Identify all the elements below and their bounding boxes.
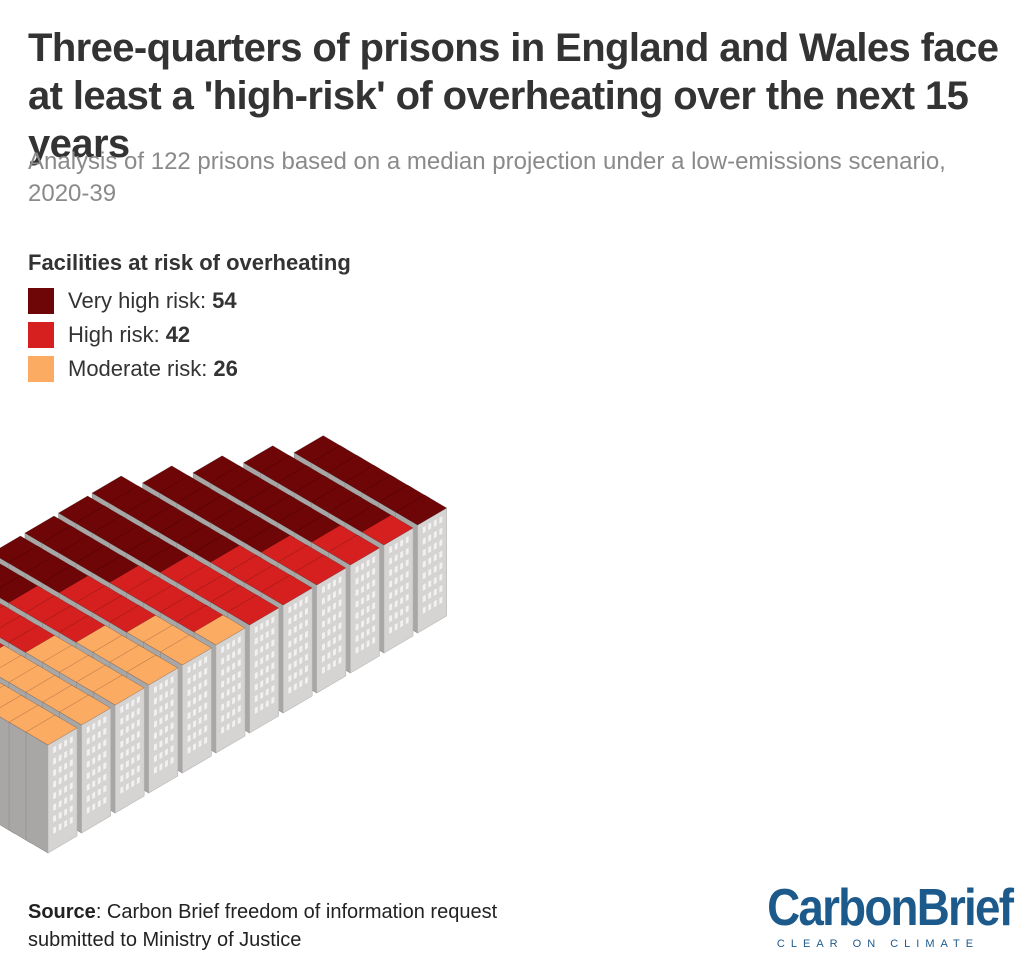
logo-wordmark: CarbonBrief xyxy=(767,879,1014,937)
source-note: Source: Carbon Brief freedom of informat… xyxy=(28,898,548,954)
legend-label-very-high: Very high risk: xyxy=(68,288,207,313)
legend-count-very-high: 54 xyxy=(212,288,237,313)
legend-swatch-very-high xyxy=(28,288,54,314)
source-text: : Carbon Brief freedom of information re… xyxy=(28,901,498,951)
logo-tagline: CLEAR ON CLIMATE xyxy=(776,938,980,950)
legend-swatch-moderate xyxy=(28,356,54,382)
source-label: Source xyxy=(28,901,96,923)
legend-swatch-high xyxy=(28,322,54,348)
building-moderate-risk xyxy=(25,714,78,854)
legend-count-moderate: 26 xyxy=(213,356,238,381)
legend-count-high: 42 xyxy=(165,322,191,347)
legend-item-moderate: Moderate risk: 26 xyxy=(28,352,351,386)
legend-label-high: High risk: xyxy=(68,322,160,347)
carbon-brief-logo: CarbonBrief CLEAR ON CLIMATE xyxy=(752,879,1014,950)
legend-item-very-high: Very high risk: 54 xyxy=(28,284,351,318)
legend-item-high: High risk: 42 xyxy=(28,318,351,352)
chart-subtitle: Analysis of 122 prisons based on a media… xyxy=(28,148,946,207)
legend-label-moderate: Moderate risk: xyxy=(68,356,208,381)
legend: Facilities at risk of overheating Very h… xyxy=(28,250,351,386)
chart-title: Three-quarters of prisons in England and… xyxy=(28,26,999,166)
legend-title: Facilities at risk of overheating xyxy=(28,250,351,275)
